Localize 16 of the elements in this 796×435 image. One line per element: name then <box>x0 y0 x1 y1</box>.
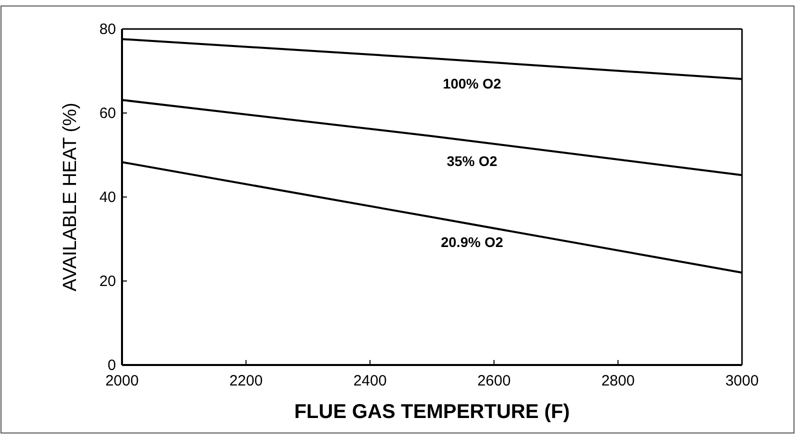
x-tick-label: 2000 <box>105 372 139 390</box>
y-tick-label: 80 <box>99 20 116 38</box>
y-tick-label: 20 <box>99 272 116 290</box>
series-label: 35% O2 <box>446 153 498 170</box>
y-tick-label: 60 <box>99 104 116 122</box>
x-tick-label: 2400 <box>353 372 387 390</box>
x-tick-label: 2200 <box>229 372 263 390</box>
x-tick-label: 2800 <box>601 372 635 390</box>
x-tick-label: 3000 <box>725 372 759 390</box>
y-axis-title: AVAILABLE HEAT (%) <box>60 102 81 292</box>
x-tick-label: 2600 <box>477 372 511 390</box>
series-label: 20.9% O2 <box>440 234 504 250</box>
y-tick-label: 40 <box>99 188 116 206</box>
series-label: 100% O2 <box>442 75 502 92</box>
x-axis-title: FLUE GAS TEMPERTURE (F) <box>294 401 570 423</box>
y-tick-label: 0 <box>108 356 116 374</box>
